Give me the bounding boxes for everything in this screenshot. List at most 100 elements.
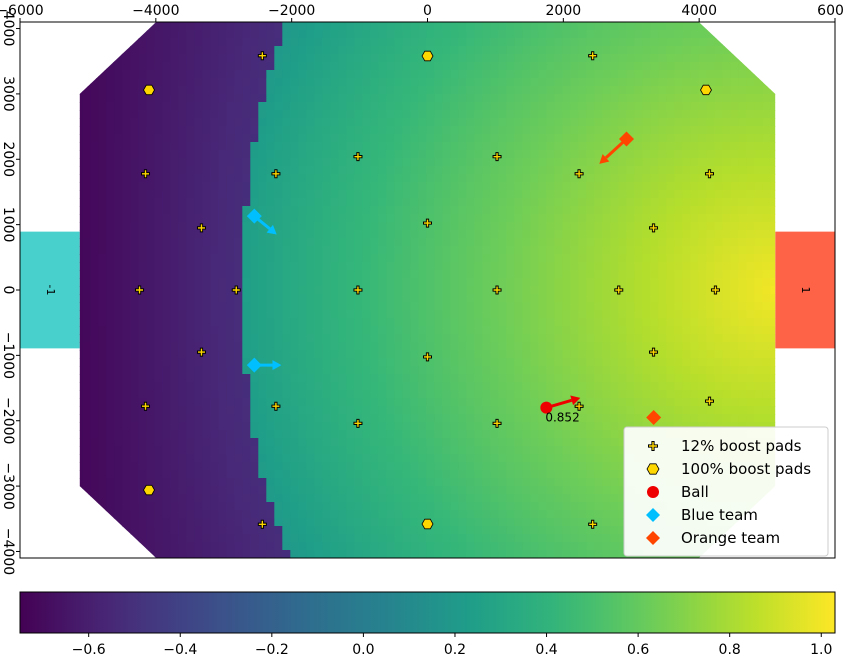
heatmap-cell xyxy=(338,398,347,407)
heatmap-cell xyxy=(482,94,491,103)
heatmap-cell xyxy=(402,102,411,111)
heatmap-cell xyxy=(626,62,635,71)
heatmap-cell xyxy=(530,110,539,119)
heatmap-cell xyxy=(658,222,667,231)
heatmap-cell xyxy=(82,166,91,175)
heatmap-cell xyxy=(218,358,227,367)
heatmap-cell xyxy=(74,158,83,167)
heatmap-cell xyxy=(434,134,443,143)
heatmap-cell xyxy=(722,302,731,311)
heatmap-cell xyxy=(626,270,635,279)
heatmap-cell xyxy=(418,118,427,127)
heatmap-cell xyxy=(178,30,187,39)
heatmap-cell xyxy=(266,334,275,343)
heatmap-cell xyxy=(706,158,715,167)
heatmap-cell xyxy=(418,366,427,375)
heatmap-cell xyxy=(690,46,699,55)
heatmap-cell xyxy=(490,86,499,95)
heatmap-cell xyxy=(730,62,739,71)
heatmap-cell xyxy=(490,70,499,79)
heatmap-cell xyxy=(130,110,139,119)
heatmap-cell xyxy=(594,334,603,343)
heatmap-cell xyxy=(354,278,363,287)
heatmap-cell xyxy=(218,174,227,183)
heatmap-cell xyxy=(650,238,659,247)
heatmap-cell xyxy=(618,230,627,239)
heatmap-cell xyxy=(122,22,131,31)
heatmap-cell xyxy=(314,254,323,263)
heatmap-cell xyxy=(114,382,123,391)
heatmap-cell xyxy=(210,398,219,407)
heatmap-cell xyxy=(274,374,283,383)
heatmap-cell xyxy=(642,110,651,119)
heatmap-cell xyxy=(274,126,283,135)
heatmap-cell xyxy=(546,390,555,399)
heatmap-cell xyxy=(642,302,651,311)
heatmap-cell xyxy=(546,382,555,391)
heatmap-cell xyxy=(634,110,643,119)
heatmap-cell xyxy=(82,222,91,231)
heatmap-cell xyxy=(306,206,315,215)
heatmap-cell xyxy=(146,438,155,447)
heatmap-cell xyxy=(394,198,403,207)
heatmap-cell xyxy=(746,150,755,159)
heatmap-cell xyxy=(754,22,763,31)
heatmap-cell xyxy=(410,254,419,263)
heatmap-cell xyxy=(130,318,139,327)
heatmap-cell xyxy=(506,334,515,343)
heatmap-cell xyxy=(450,302,459,311)
heatmap-cell xyxy=(626,358,635,367)
heatmap-cell xyxy=(634,302,643,311)
heatmap-cell xyxy=(386,150,395,159)
heatmap-cell xyxy=(514,430,523,439)
heatmap-cell xyxy=(778,22,787,31)
heatmap-cell xyxy=(250,190,259,199)
heatmap-cell xyxy=(266,318,275,327)
heatmap-cell xyxy=(706,342,715,351)
heatmap-cell xyxy=(114,78,123,87)
heatmap-cell xyxy=(530,38,539,47)
heatmap-cell xyxy=(178,302,187,311)
heatmap-cell xyxy=(618,262,627,271)
heatmap-cell xyxy=(554,150,563,159)
heatmap-cell xyxy=(242,46,251,55)
heatmap-cell xyxy=(266,446,275,455)
heatmap-cell xyxy=(570,46,579,55)
heatmap-cell xyxy=(202,134,211,143)
heatmap-cell xyxy=(530,390,539,399)
heatmap-cell xyxy=(90,302,99,311)
heatmap-cell xyxy=(490,46,499,55)
heatmap-cell xyxy=(570,62,579,71)
heatmap-cell xyxy=(666,350,675,359)
heatmap-cell xyxy=(122,414,131,423)
heatmap-cell xyxy=(98,118,107,127)
heatmap-cell xyxy=(690,38,699,47)
heatmap-cell xyxy=(570,430,579,439)
heatmap-cell xyxy=(162,214,171,223)
heatmap-cell xyxy=(338,38,347,47)
heatmap-cell xyxy=(474,278,483,287)
heatmap-cell xyxy=(418,38,427,47)
heatmap-cell xyxy=(130,454,139,463)
heatmap-cell xyxy=(546,118,555,127)
heatmap-cell xyxy=(538,326,547,335)
heatmap-cell xyxy=(82,86,91,95)
heatmap-cell xyxy=(362,62,371,71)
heatmap-cell xyxy=(242,398,251,407)
heatmap-cell xyxy=(522,46,531,55)
heatmap-cell xyxy=(234,158,243,167)
heatmap-cell xyxy=(122,398,131,407)
heatmap-cell xyxy=(730,110,739,119)
heatmap-cell xyxy=(562,342,571,351)
heatmap-cell xyxy=(170,334,179,343)
heatmap-cell xyxy=(346,462,355,471)
heatmap-cell xyxy=(242,86,251,95)
heatmap-cell xyxy=(674,342,683,351)
heatmap-cell xyxy=(458,262,467,271)
heatmap-cell xyxy=(290,222,299,231)
heatmap-cell xyxy=(418,406,427,415)
heatmap-cell xyxy=(506,246,515,255)
heatmap-cell xyxy=(554,54,563,63)
heatmap-cell xyxy=(114,230,123,239)
heatmap-cell xyxy=(482,350,491,359)
